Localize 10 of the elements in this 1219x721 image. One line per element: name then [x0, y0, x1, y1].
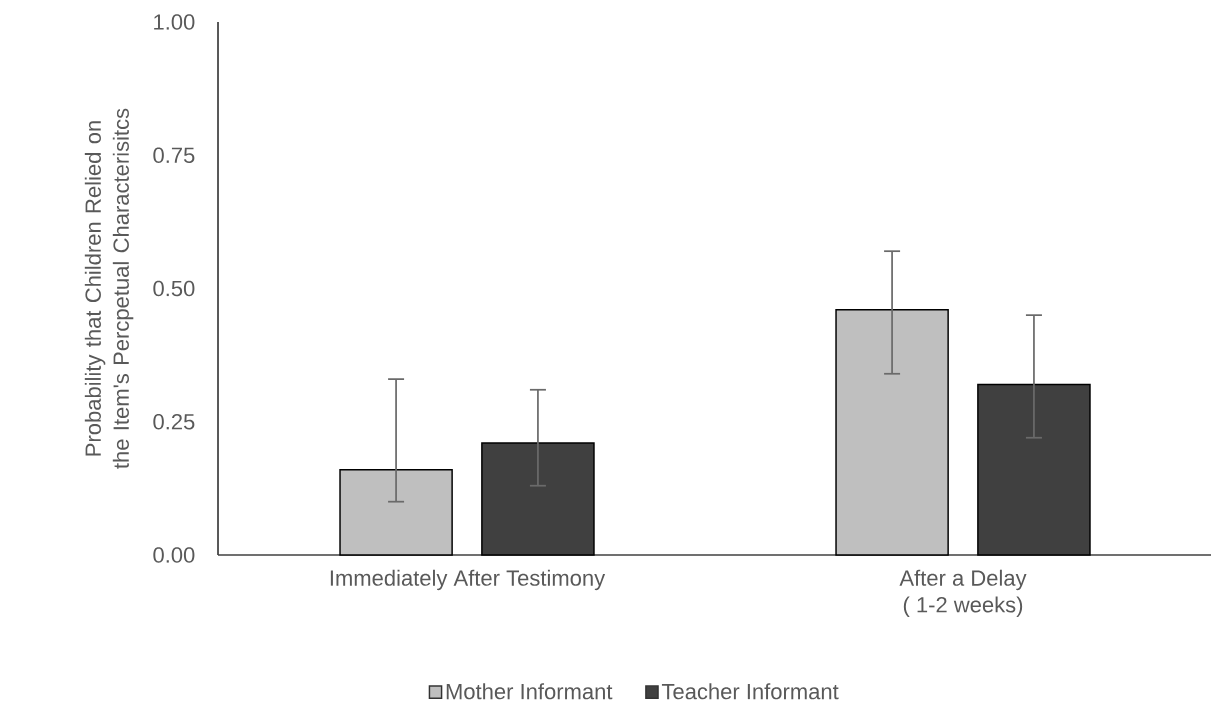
- y-tick-label: 0.75: [153, 147, 195, 164]
- x-tick-label: After a Delay ( 1-2 weeks): [899, 569, 1027, 617]
- y-tick-label: 0.50: [153, 280, 195, 297]
- y-tick-label: 1.00: [154, 14, 195, 30]
- y-tick-label: 0.00: [153, 547, 195, 563]
- legend-label: Teacher Informant: [661, 683, 839, 700]
- y-axis-title: Probability that Children Relied on the Item's Percpetual Characterisitcs: [84, 108, 134, 469]
- x-tick-label: Immediately After Testimony: [330, 569, 606, 591]
- y-tick-label: 0.25: [153, 413, 195, 430]
- legend-label: Mother Informant: [446, 683, 613, 700]
